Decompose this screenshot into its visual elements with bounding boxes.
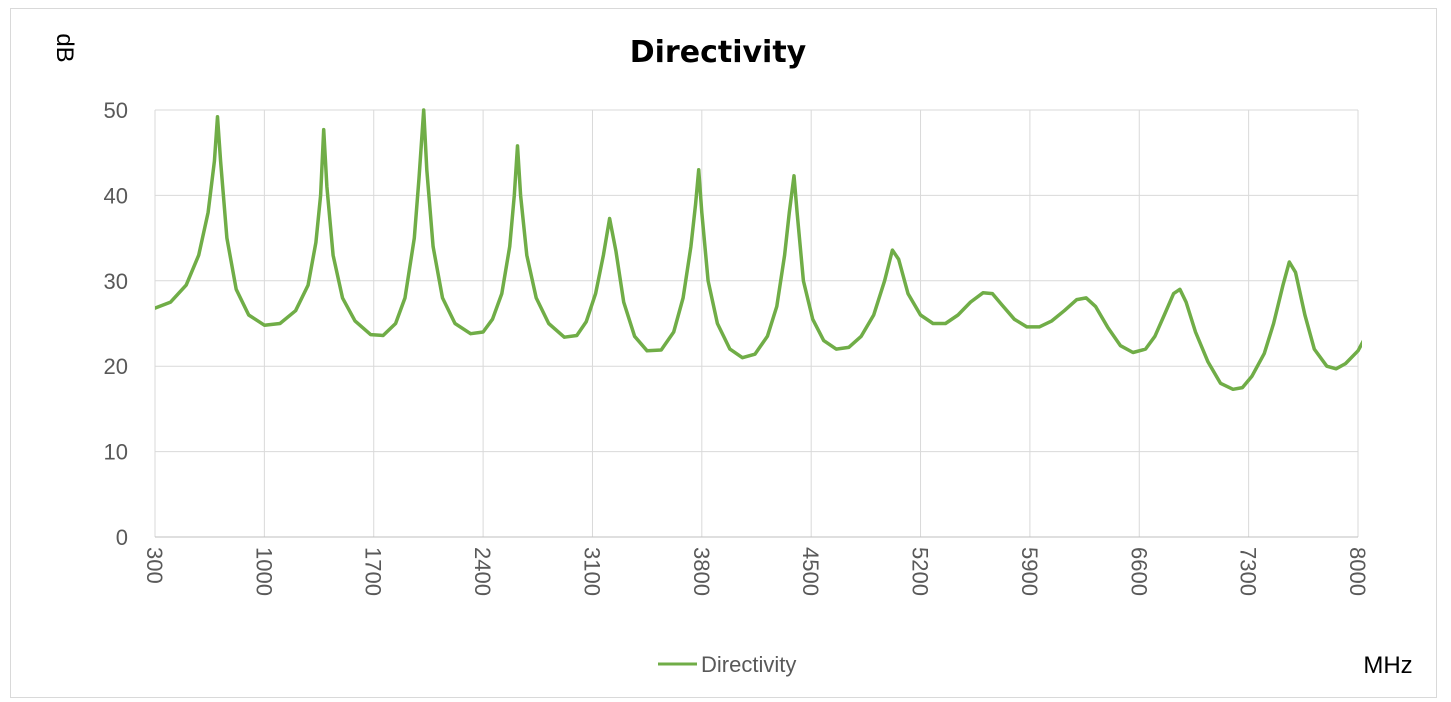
x-tick-label: 3100 bbox=[579, 547, 604, 596]
chart-area bbox=[10, 8, 1437, 698]
legend-label: Directivity bbox=[701, 652, 796, 677]
x-tick-label: 7300 bbox=[1236, 547, 1261, 596]
tick-labels: 0 10 20 30 40 50 300 1000 1700 2400 3100 3800 4500 52… bbox=[104, 98, 1370, 596]
y-tick-label: 50 bbox=[104, 98, 128, 123]
y-tick-label: 30 bbox=[104, 269, 128, 294]
x-tick-label: 300 bbox=[142, 547, 167, 584]
gridlines bbox=[154, 109, 1359, 537]
x-tick-label: 5200 bbox=[908, 547, 933, 596]
y-tick-label: 40 bbox=[104, 183, 128, 208]
x-tick-label: 3800 bbox=[689, 547, 714, 596]
x-tick-label: 2400 bbox=[470, 547, 495, 596]
x-tick-label: 1700 bbox=[361, 547, 386, 596]
x-tick-label: 1000 bbox=[251, 547, 276, 596]
legend: Directivity bbox=[658, 652, 796, 677]
series-layer bbox=[155, 108, 1362, 392]
x-axis-label: MHz bbox=[1363, 652, 1412, 679]
x-tick-label: 6600 bbox=[1126, 547, 1151, 596]
series-line-directivity bbox=[155, 108, 1362, 392]
y-tick-label: 20 bbox=[104, 354, 128, 379]
y-tick-label: 10 bbox=[104, 440, 128, 465]
x-tick-label: 5900 bbox=[1017, 547, 1042, 596]
x-tick-label: 8000 bbox=[1345, 547, 1370, 596]
x-tick-label: 4500 bbox=[798, 547, 823, 596]
chart-title: Directivity bbox=[630, 35, 807, 70]
y-axis-label: dB bbox=[51, 33, 78, 62]
y-tick-label: 0 bbox=[116, 525, 128, 550]
